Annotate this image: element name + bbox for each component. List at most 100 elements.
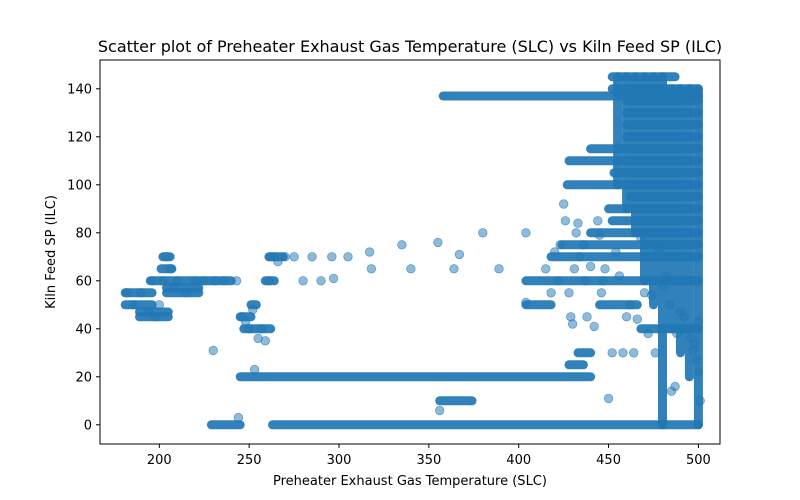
x-axis: 200 250 300 350 400 450 500 [147,444,711,468]
plot-frame [99,59,721,445]
data-point [575,252,585,262]
data-point [208,345,218,356]
data-point [172,276,183,286]
x-tick-label: 500 [686,453,711,468]
x-tick-label: 450 [596,453,621,468]
data-point [122,288,132,298]
data-point [406,264,416,274]
y-tick-label: 60 [75,274,92,289]
chart-title: Scatter plot of Preheater Exhaust Gas Te… [98,37,722,56]
data-point [397,240,407,250]
data-point [158,276,168,286]
data-point [629,348,639,358]
data-point [454,249,465,260]
data-point [647,290,657,300]
y-tick-label: 140 [67,82,92,97]
data-point [181,288,192,298]
data-point [433,237,443,248]
data-point [553,276,564,286]
data-point [231,276,242,286]
data-point [550,247,560,257]
data-point [546,288,556,298]
data-point [307,252,317,262]
data-point [219,276,229,286]
data-point [650,348,661,358]
data-point [541,264,551,274]
y-tick-label: 100 [67,178,92,193]
data-point [578,240,589,250]
data-point [298,276,308,286]
x-tick-label: 200 [147,453,172,468]
data-point [494,264,504,274]
data-point [328,273,339,284]
y-tick-label: 20 [75,370,92,385]
data-point [614,271,625,281]
data-point [693,316,704,327]
data-point [636,232,646,243]
data-point [569,264,580,274]
data-point [571,228,581,238]
data-point [343,252,353,262]
data-point [210,276,220,286]
data-point [611,247,621,257]
data-point [143,307,154,317]
data-point [273,256,283,267]
x-tick-label: 250 [237,453,262,468]
data-point [573,218,583,228]
data-point [136,288,147,298]
data-point [596,288,607,298]
data-point [190,276,200,286]
data-point [683,324,693,334]
data-point [665,300,675,310]
data-point [679,312,689,322]
data-point [364,247,375,257]
data-point [621,312,632,322]
data-point [147,276,157,286]
data-point [327,252,337,262]
y-axis: 0 20 40 60 80 100 120 140 [67,82,100,433]
data-point [478,228,488,238]
data-point [154,300,165,310]
data-point [521,228,531,238]
data-point [199,276,209,286]
x-tick-label: 350 [416,453,441,468]
data-point [249,364,260,375]
data-point [161,252,172,262]
plot-points [120,72,705,430]
data-point [564,288,574,298]
data-point [567,319,578,329]
data-point [316,276,326,286]
data-point [521,297,531,308]
data-point [449,264,459,274]
data-point [233,412,244,423]
data-point [580,276,590,286]
y-tick-label: 0 [84,418,92,433]
data-point [435,405,445,416]
data-point [260,336,271,346]
data-point [672,328,682,339]
data-point [555,240,565,250]
data-point [248,304,258,315]
data-point [618,348,628,358]
x-tick-label: 400 [506,453,531,468]
x-tick-label: 300 [327,453,352,468]
y-tick-label: 80 [75,226,92,241]
data-point [165,264,175,274]
data-point [643,328,653,339]
data-point [589,321,599,332]
data-point [693,367,704,377]
data-point [691,355,702,365]
data-point [598,276,608,286]
data-point [657,280,668,291]
data-point [150,312,161,322]
data-point [607,348,617,358]
data-point [560,216,571,226]
x-axis-label: Preheater Exhaust Gas Temperature (SLC) [273,474,547,489]
data-point [594,230,605,240]
y-tick-label: 120 [67,130,92,145]
data-point [695,396,705,406]
data-point [582,312,592,322]
data-point [244,324,254,334]
data-point [289,252,299,262]
